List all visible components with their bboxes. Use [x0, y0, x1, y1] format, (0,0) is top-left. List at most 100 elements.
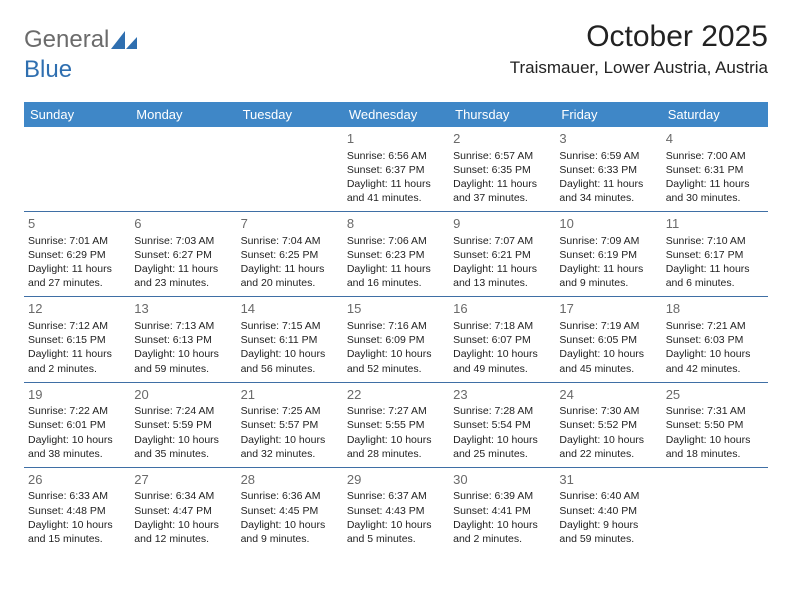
day-number: 3 [559, 130, 657, 148]
calendar-cell: 23Sunrise: 7:28 AMSunset: 5:54 PMDayligh… [449, 382, 555, 467]
logo-text: General Blue [24, 26, 137, 84]
calendar-cell: 7Sunrise: 7:04 AMSunset: 6:25 PMDaylight… [237, 212, 343, 297]
sunset-text: Sunset: 4:43 PM [347, 504, 445, 518]
sunset-text: Sunset: 6:01 PM [28, 418, 126, 432]
sunset-text: Sunset: 6:11 PM [241, 333, 339, 347]
sunrise-text: Sunrise: 6:40 AM [559, 489, 657, 503]
weekday-header: Saturday [662, 102, 768, 127]
calendar-cell [662, 467, 768, 552]
sunset-text: Sunset: 6:13 PM [134, 333, 232, 347]
header: General Blue October 2025 Traismauer, Lo… [24, 20, 768, 84]
daylight-text: Daylight: 10 hours and 38 minutes. [28, 433, 126, 461]
calendar-cell: 31Sunrise: 6:40 AMSunset: 4:40 PMDayligh… [555, 467, 661, 552]
sunrise-text: Sunrise: 7:19 AM [559, 319, 657, 333]
day-number: 16 [453, 300, 551, 318]
calendar-cell: 26Sunrise: 6:33 AMSunset: 4:48 PMDayligh… [24, 467, 130, 552]
day-number: 11 [666, 215, 764, 233]
location: Traismauer, Lower Austria, Austria [510, 58, 768, 78]
calendar-cell: 18Sunrise: 7:21 AMSunset: 6:03 PMDayligh… [662, 297, 768, 382]
calendar-cell: 6Sunrise: 7:03 AMSunset: 6:27 PMDaylight… [130, 212, 236, 297]
day-number: 28 [241, 471, 339, 489]
calendar-cell: 22Sunrise: 7:27 AMSunset: 5:55 PMDayligh… [343, 382, 449, 467]
calendar-cell: 28Sunrise: 6:36 AMSunset: 4:45 PMDayligh… [237, 467, 343, 552]
calendar-body: 1Sunrise: 6:56 AMSunset: 6:37 PMDaylight… [24, 127, 768, 552]
sunrise-text: Sunrise: 7:04 AM [241, 234, 339, 248]
sunset-text: Sunset: 6:23 PM [347, 248, 445, 262]
sunset-text: Sunset: 6:25 PM [241, 248, 339, 262]
logo-word-1: General [24, 26, 109, 53]
calendar-cell: 14Sunrise: 7:15 AMSunset: 6:11 PMDayligh… [237, 297, 343, 382]
daylight-text: Daylight: 11 hours and 9 minutes. [559, 262, 657, 290]
calendar-table: Sunday Monday Tuesday Wednesday Thursday… [24, 102, 768, 552]
day-number: 30 [453, 471, 551, 489]
sunrise-text: Sunrise: 6:57 AM [453, 149, 551, 163]
sunset-text: Sunset: 4:48 PM [28, 504, 126, 518]
sunrise-text: Sunrise: 7:18 AM [453, 319, 551, 333]
title-block: October 2025 Traismauer, Lower Austria, … [510, 20, 768, 78]
calendar-cell: 25Sunrise: 7:31 AMSunset: 5:50 PMDayligh… [662, 382, 768, 467]
calendar-cell: 19Sunrise: 7:22 AMSunset: 6:01 PMDayligh… [24, 382, 130, 467]
logo-word-2: Blue [24, 56, 72, 83]
daylight-text: Daylight: 10 hours and 32 minutes. [241, 433, 339, 461]
sunset-text: Sunset: 6:37 PM [347, 163, 445, 177]
sunrise-text: Sunrise: 7:16 AM [347, 319, 445, 333]
daylight-text: Daylight: 11 hours and 13 minutes. [453, 262, 551, 290]
day-number: 10 [559, 215, 657, 233]
sunset-text: Sunset: 6:31 PM [666, 163, 764, 177]
calendar-cell: 10Sunrise: 7:09 AMSunset: 6:19 PMDayligh… [555, 212, 661, 297]
daylight-text: Daylight: 10 hours and 25 minutes. [453, 433, 551, 461]
calendar-week-row: 19Sunrise: 7:22 AMSunset: 6:01 PMDayligh… [24, 382, 768, 467]
daylight-text: Daylight: 11 hours and 16 minutes. [347, 262, 445, 290]
sunrise-text: Sunrise: 7:24 AM [134, 404, 232, 418]
daylight-text: Daylight: 11 hours and 27 minutes. [28, 262, 126, 290]
sunrise-text: Sunrise: 6:37 AM [347, 489, 445, 503]
sunrise-text: Sunrise: 7:22 AM [28, 404, 126, 418]
daylight-text: Daylight: 9 hours and 59 minutes. [559, 518, 657, 546]
calendar-cell: 27Sunrise: 6:34 AMSunset: 4:47 PMDayligh… [130, 467, 236, 552]
weekday-header: Monday [130, 102, 236, 127]
calendar-week-row: 5Sunrise: 7:01 AMSunset: 6:29 PMDaylight… [24, 212, 768, 297]
daylight-text: Daylight: 11 hours and 20 minutes. [241, 262, 339, 290]
sunrise-text: Sunrise: 6:36 AM [241, 489, 339, 503]
day-number: 6 [134, 215, 232, 233]
sunrise-text: Sunrise: 7:27 AM [347, 404, 445, 418]
daylight-text: Daylight: 10 hours and 59 minutes. [134, 347, 232, 375]
daylight-text: Daylight: 10 hours and 56 minutes. [241, 347, 339, 375]
sunset-text: Sunset: 6:29 PM [28, 248, 126, 262]
sunrise-text: Sunrise: 7:09 AM [559, 234, 657, 248]
calendar-cell: 29Sunrise: 6:37 AMSunset: 4:43 PMDayligh… [343, 467, 449, 552]
calendar-cell: 5Sunrise: 7:01 AMSunset: 6:29 PMDaylight… [24, 212, 130, 297]
sunset-text: Sunset: 6:05 PM [559, 333, 657, 347]
daylight-text: Daylight: 11 hours and 2 minutes. [28, 347, 126, 375]
daylight-text: Daylight: 10 hours and 2 minutes. [453, 518, 551, 546]
sunset-text: Sunset: 6:03 PM [666, 333, 764, 347]
calendar-cell: 17Sunrise: 7:19 AMSunset: 6:05 PMDayligh… [555, 297, 661, 382]
daylight-text: Daylight: 10 hours and 9 minutes. [241, 518, 339, 546]
sunset-text: Sunset: 5:59 PM [134, 418, 232, 432]
logo: General Blue [24, 20, 137, 84]
calendar-cell: 13Sunrise: 7:13 AMSunset: 6:13 PMDayligh… [130, 297, 236, 382]
calendar-cell: 12Sunrise: 7:12 AMSunset: 6:15 PMDayligh… [24, 297, 130, 382]
day-number: 22 [347, 386, 445, 404]
calendar-week-row: 26Sunrise: 6:33 AMSunset: 4:48 PMDayligh… [24, 467, 768, 552]
sunrise-text: Sunrise: 7:15 AM [241, 319, 339, 333]
daylight-text: Daylight: 10 hours and 49 minutes. [453, 347, 551, 375]
daylight-text: Daylight: 11 hours and 34 minutes. [559, 177, 657, 205]
logo-sail-icon [111, 28, 137, 56]
day-number: 19 [28, 386, 126, 404]
sunset-text: Sunset: 6:07 PM [453, 333, 551, 347]
day-number: 21 [241, 386, 339, 404]
sunrise-text: Sunrise: 7:01 AM [28, 234, 126, 248]
sunset-text: Sunset: 6:17 PM [666, 248, 764, 262]
calendar-cell: 1Sunrise: 6:56 AMSunset: 6:37 PMDaylight… [343, 127, 449, 212]
day-number: 2 [453, 130, 551, 148]
calendar-cell: 15Sunrise: 7:16 AMSunset: 6:09 PMDayligh… [343, 297, 449, 382]
daylight-text: Daylight: 11 hours and 30 minutes. [666, 177, 764, 205]
sunset-text: Sunset: 6:21 PM [453, 248, 551, 262]
day-number: 23 [453, 386, 551, 404]
calendar-cell: 3Sunrise: 6:59 AMSunset: 6:33 PMDaylight… [555, 127, 661, 212]
day-number: 18 [666, 300, 764, 318]
sunset-text: Sunset: 6:27 PM [134, 248, 232, 262]
month-title: October 2025 [510, 20, 768, 54]
day-number: 4 [666, 130, 764, 148]
